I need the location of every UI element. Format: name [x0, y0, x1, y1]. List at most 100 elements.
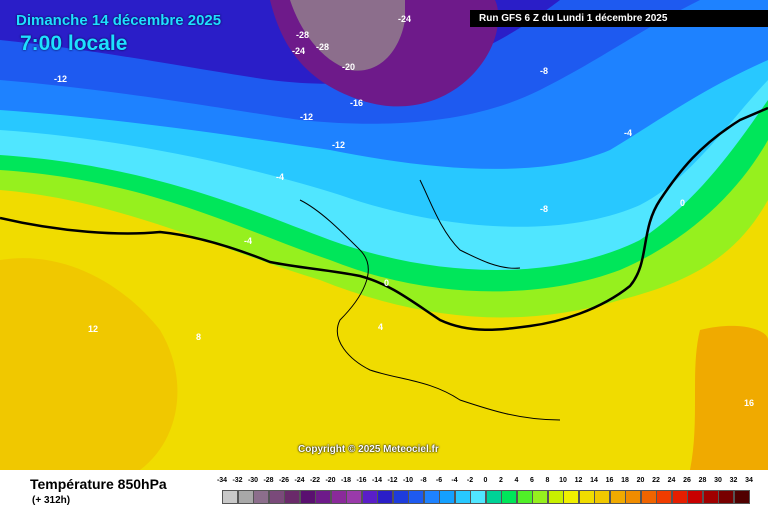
legend-tick-label: -14	[371, 477, 383, 484]
legend-tick-label: -6	[435, 477, 443, 484]
legend-swatch	[733, 490, 750, 504]
legend-tick-label: 26	[683, 477, 691, 484]
legend-swatch	[361, 490, 378, 504]
map-label: -16	[350, 98, 363, 108]
legend-swatch	[563, 490, 579, 504]
legend-swatch	[547, 490, 564, 504]
legend-tick-label: -22	[309, 477, 321, 484]
temperature-map: -24 -28 -28 -24 -20 -16 -12 -12 -12 -8 -…	[0, 0, 768, 470]
legend-tick-label: -34	[216, 477, 228, 484]
legend-swatch	[299, 490, 316, 504]
legend-swatch	[594, 490, 610, 504]
legend-swatch	[330, 490, 347, 504]
legend-tick-label: 6	[530, 477, 534, 484]
legend-swatch	[671, 490, 688, 504]
legend-tick-label: -4	[451, 477, 458, 484]
legend-tick-label: 32	[729, 477, 738, 484]
coastline-north	[419, 179, 521, 269]
map-label: -12	[300, 112, 313, 122]
legend-swatch	[687, 490, 703, 504]
legend-swatch	[640, 490, 657, 504]
legend-swatch	[268, 490, 285, 504]
legend-tick-label: -28	[263, 477, 274, 484]
legend-swatch	[718, 490, 734, 504]
map-label: 8	[196, 332, 201, 342]
legend-tick-label: -32	[232, 477, 243, 484]
legend-swatch	[702, 490, 719, 504]
legend-swatch	[454, 490, 471, 504]
warm-pocket-west	[0, 258, 178, 470]
legend-tick-label: -20	[325, 477, 336, 484]
legend-tick-label: -2	[466, 477, 474, 484]
legend-tick-label: 34	[745, 477, 753, 484]
map-label: 0	[384, 278, 389, 288]
map-label: -28	[316, 42, 329, 52]
map-label: 4	[378, 322, 383, 332]
forecast-date: Dimanche 14 décembre 2025	[16, 12, 222, 29]
legend-tick-label: 16	[605, 477, 614, 484]
map-label: -20	[342, 62, 355, 72]
coastline	[299, 199, 561, 421]
legend-tick-label: 8	[545, 477, 550, 484]
legend-tick-label: 20	[636, 477, 645, 484]
legend-tick-label: 28	[698, 477, 707, 484]
legend-swatch	[346, 490, 362, 504]
color-legend: -34 -32 -30 -28 -26 -24 -22 -20 -18 -16 -14 -12 -10-…	[217, 477, 754, 509]
legend-tick-label: 2	[499, 477, 503, 484]
legend-tick-label: 4	[514, 477, 519, 484]
legend-tick-label: 10	[559, 477, 567, 484]
field-title: Température 850hPa	[30, 476, 167, 492]
legend-swatch	[377, 490, 393, 504]
legend-swatch	[423, 490, 440, 504]
map-label: -24	[292, 46, 305, 56]
lead-time: (+ 312h)	[32, 495, 71, 506]
legend-swatch	[578, 490, 595, 504]
legend-swatch	[439, 490, 455, 504]
legend-tick-label: -12	[387, 477, 398, 484]
legend-swatch	[222, 490, 238, 504]
legend-tick-label: -8	[420, 477, 427, 484]
map-label: -4	[244, 236, 252, 246]
legend-tick-label: -10	[402, 477, 414, 484]
map-label: -12	[54, 74, 67, 84]
map-label: -28	[296, 30, 309, 40]
legend-swatch	[609, 490, 626, 504]
legend-tick-label: 0	[483, 477, 488, 484]
legend-tick-label: 24	[667, 477, 676, 484]
legend-swatch	[470, 490, 486, 504]
legend-swatch	[625, 490, 641, 504]
map-label: -4	[624, 128, 632, 138]
legend-swatch	[284, 490, 300, 504]
legend-swatch	[237, 490, 254, 504]
legend-tick-label: 18	[621, 477, 629, 484]
copyright: Copyright © 2025 Meteociel.fr	[298, 444, 439, 455]
cold-core-inner	[290, 0, 405, 71]
legend-swatch	[516, 490, 533, 504]
legend-swatch	[315, 490, 331, 504]
legend-swatch	[408, 490, 424, 504]
map-label: -4	[276, 172, 284, 182]
map-label: -8	[540, 66, 548, 76]
legend-tick-label: 30	[714, 477, 722, 484]
legend-tick-label: 14	[590, 477, 598, 484]
legend-swatch	[253, 490, 269, 504]
legend-tick-label: -24	[294, 477, 305, 484]
legend-tick-label: -26	[278, 477, 290, 484]
legend-tick-label: -30	[247, 477, 259, 484]
map-label: 12	[88, 324, 98, 334]
warm-pocket-east	[690, 325, 768, 470]
legend-swatch	[392, 490, 409, 504]
legend-swatch	[485, 490, 502, 504]
map-label: 16	[744, 398, 754, 408]
map-label: -24	[398, 14, 411, 24]
legend-tick-label: 12	[574, 477, 583, 484]
legend-tick-label: -18	[340, 477, 352, 484]
map-label: -12	[332, 140, 345, 150]
forecast-hour: 7:00 locale	[20, 32, 128, 55]
legend-swatch	[656, 490, 672, 504]
legend-swatch	[501, 490, 517, 504]
zero-isotherm	[0, 106, 768, 331]
legend-tick-label: 22	[652, 477, 660, 484]
map-canvas: -24 -28 -28 -24 -20 -16 -12 -12 -12 -8 -…	[0, 0, 768, 470]
map-label: -8	[540, 204, 548, 214]
